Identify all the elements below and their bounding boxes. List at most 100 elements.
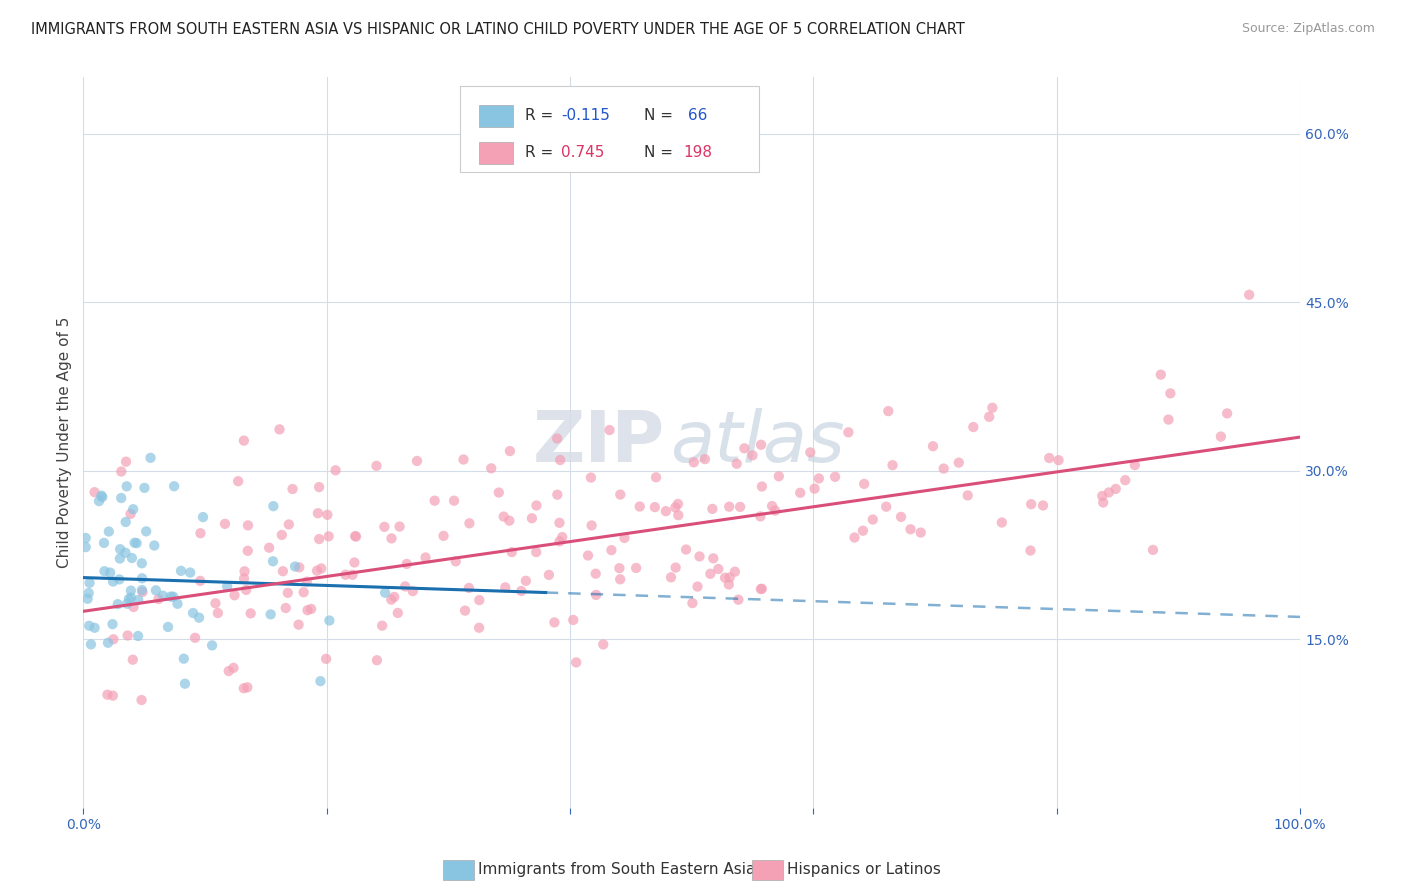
Point (287, 617, 309, 632)
Point (749, 582, 772, 596)
Point (344, 529, 367, 543)
Point (103, 632, 125, 647)
Point (702, 551, 724, 566)
Point (166, 597, 188, 611)
Point (387, 606, 409, 620)
Point (956, 488, 979, 502)
Point (681, 596, 703, 610)
Text: 0.745: 0.745 (561, 145, 605, 161)
Point (277, 586, 299, 600)
Point (479, 461, 502, 475)
Point (824, 470, 846, 484)
Point (318, 614, 340, 628)
Point (188, 574, 211, 588)
Point (156, 620, 179, 634)
Point (77, 586, 100, 600)
Point (537, 567, 560, 582)
Point (1209, 429, 1232, 443)
Point (741, 448, 763, 462)
Point (342, 567, 364, 582)
Point (274, 601, 297, 615)
Point (515, 574, 537, 588)
Point (297, 603, 319, 617)
Text: -0.115: -0.115 (561, 109, 610, 123)
Point (190, 526, 212, 541)
Point (689, 549, 711, 564)
Point (226, 474, 249, 488)
Point (101, 617, 124, 632)
Point (724, 565, 747, 579)
Point (579, 470, 602, 484)
Point (262, 499, 284, 513)
Point (693, 452, 716, 467)
Point (1032, 499, 1054, 513)
Point (222, 661, 245, 675)
Point (188, 610, 211, 624)
Point (295, 574, 318, 589)
Point (581, 518, 603, 533)
Point (548, 534, 571, 549)
Point (948, 456, 970, 470)
Point (1019, 497, 1042, 511)
Point (733, 442, 755, 456)
Point (131, 582, 153, 597)
Point (120, 583, 142, 598)
Point (307, 506, 329, 520)
Point (659, 570, 682, 584)
Point (789, 485, 811, 500)
Point (184, 631, 207, 645)
Point (271, 564, 294, 578)
Point (159, 590, 181, 604)
Point (343, 556, 366, 570)
Point (374, 585, 396, 599)
Point (501, 545, 523, 559)
Point (207, 606, 229, 620)
Point (498, 514, 520, 528)
Point (257, 541, 280, 555)
Point (402, 584, 425, 599)
Text: 198: 198 (683, 145, 713, 161)
Point (599, 423, 621, 437)
Point (394, 579, 416, 593)
Point (366, 653, 388, 667)
Text: atlas: atlas (669, 409, 845, 477)
Point (749, 438, 772, 452)
Point (174, 676, 197, 690)
Point (204, 596, 226, 610)
Point (134, 481, 156, 495)
Point (862, 512, 884, 526)
Point (749, 509, 772, 524)
Point (117, 597, 139, 611)
Point (380, 532, 402, 546)
Point (609, 572, 631, 586)
Point (281, 482, 304, 496)
Point (526, 499, 548, 513)
Point (382, 590, 405, 604)
Point (699, 566, 721, 581)
Point (432, 529, 454, 543)
Point (75, 540, 97, 554)
Point (179, 566, 201, 580)
Point (163, 479, 186, 493)
Point (763, 503, 786, 517)
Point (262, 554, 284, 568)
Point (335, 567, 357, 582)
Point (910, 525, 932, 540)
Point (191, 510, 214, 524)
Point (675, 542, 697, 557)
Point (181, 606, 204, 620)
Point (76, 591, 98, 606)
Point (131, 571, 153, 585)
Point (239, 607, 262, 621)
Point (127, 629, 149, 643)
Point (666, 497, 689, 511)
Text: 66: 66 (683, 109, 707, 123)
Point (468, 593, 491, 607)
Point (115, 455, 138, 469)
Point (269, 422, 291, 436)
Text: N =: N = (644, 109, 678, 123)
Point (932, 461, 955, 475)
Point (585, 588, 607, 602)
Text: Hispanics or Latinos: Hispanics or Latinos (787, 863, 941, 877)
Point (260, 607, 283, 622)
